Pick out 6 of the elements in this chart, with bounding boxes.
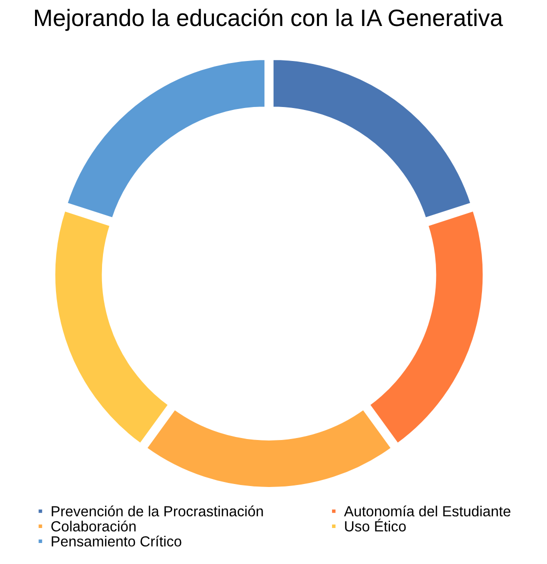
chart-title: Mejorando la educación con la IA Generativa — [35, 8, 503, 31]
legend-label: Pensamiento Crítico — [52, 536, 182, 547]
legend-label: Autonomía del Estudiante — [344, 506, 510, 516]
legend-label: Uso Ético — [345, 518, 406, 532]
legend-label: Prevención de la Procrastinación — [52, 506, 263, 516]
legend-label: Colaboración — [51, 520, 136, 532]
